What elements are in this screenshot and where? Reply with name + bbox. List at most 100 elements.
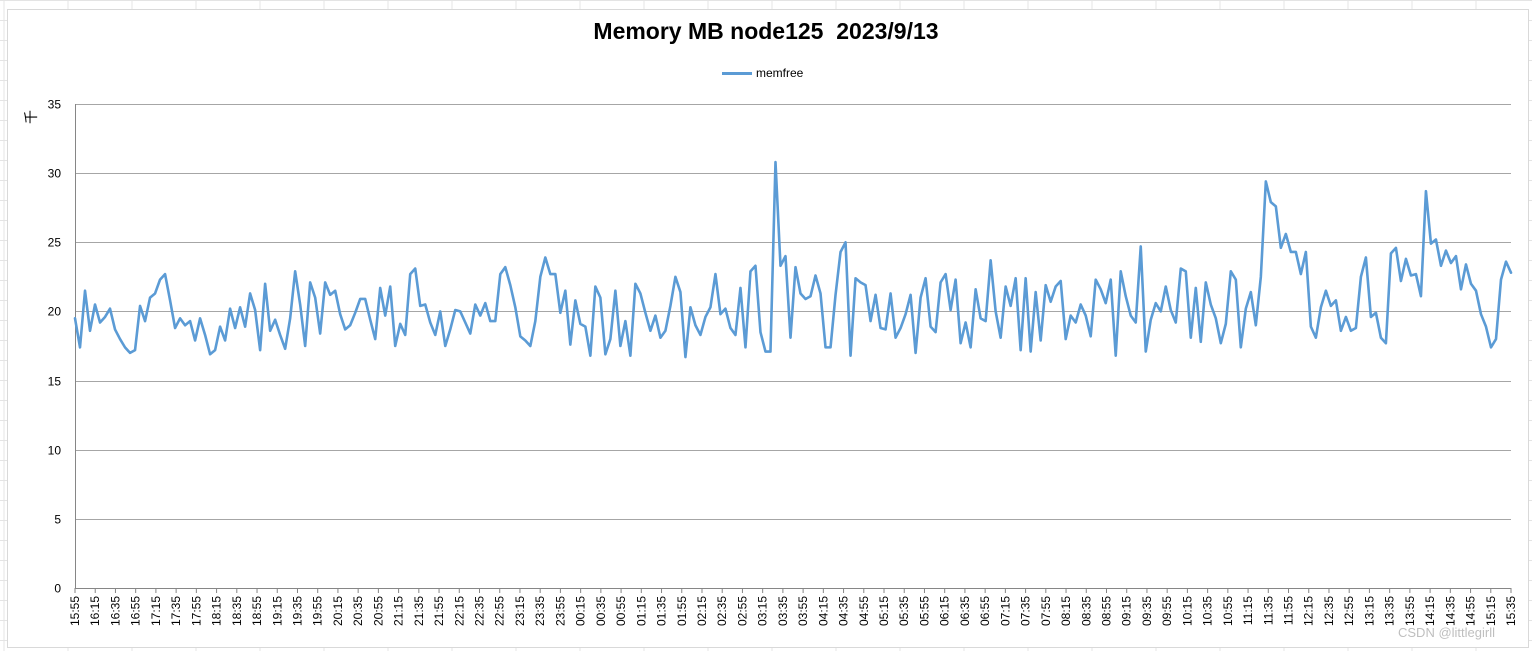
data-point[interactable] (1159, 310, 1162, 313)
data-point[interactable] (119, 338, 122, 341)
data-point[interactable] (1355, 327, 1358, 330)
data-point[interactable] (1480, 313, 1483, 316)
data-point[interactable] (689, 306, 692, 309)
data-point[interactable] (784, 255, 787, 258)
data-point[interactable] (699, 334, 702, 337)
data-point[interactable] (1275, 205, 1278, 208)
data-point[interactable] (1129, 314, 1132, 317)
data-point[interactable] (804, 298, 807, 301)
data-point[interactable] (899, 327, 902, 330)
legend[interactable]: memfree (722, 66, 803, 80)
data-point[interactable] (1009, 305, 1012, 308)
data-point[interactable] (79, 346, 82, 349)
data-point[interactable] (739, 287, 742, 290)
data-point[interactable] (514, 306, 517, 309)
data-point[interactable] (229, 307, 232, 310)
data-point[interactable] (999, 336, 1002, 339)
data-point[interactable] (1139, 245, 1142, 248)
data-point[interactable] (714, 273, 717, 276)
data-point[interactable] (1260, 276, 1263, 279)
data-point[interactable] (844, 241, 847, 244)
data-point[interactable] (829, 346, 832, 349)
data-point[interactable] (364, 298, 367, 301)
data-point[interactable] (639, 292, 642, 295)
data-point[interactable] (969, 346, 972, 349)
data-point[interactable] (989, 259, 992, 262)
data-point[interactable] (849, 354, 852, 357)
data-point[interactable] (344, 328, 347, 331)
data-point[interactable] (1255, 324, 1258, 327)
data-point[interactable] (1490, 346, 1493, 349)
data-point[interactable] (1164, 285, 1167, 288)
data-point[interactable] (669, 305, 672, 308)
data-point[interactable] (1285, 233, 1288, 236)
data-point[interactable] (394, 345, 397, 348)
data-point[interactable] (1420, 295, 1423, 298)
data-point[interactable] (189, 320, 192, 323)
data-point[interactable] (729, 327, 732, 330)
data-point[interactable] (1460, 288, 1463, 291)
data-point[interactable] (604, 353, 607, 356)
data-point[interactable] (924, 277, 927, 280)
data-point[interactable] (629, 354, 632, 357)
data-point[interactable] (1380, 336, 1383, 339)
data-point[interactable] (1230, 270, 1233, 273)
data-point[interactable] (1465, 263, 1468, 266)
data-point[interactable] (964, 321, 967, 324)
data-point[interactable] (409, 273, 412, 276)
data-point[interactable] (1074, 321, 1077, 324)
data-point[interactable] (1094, 278, 1097, 281)
data-point[interactable] (1315, 336, 1318, 339)
data-point[interactable] (324, 281, 327, 284)
data-point[interactable] (809, 295, 812, 298)
data-point[interactable] (1410, 274, 1413, 277)
data-point[interactable] (174, 327, 177, 330)
data-point[interactable] (529, 345, 532, 348)
data-point[interactable] (859, 281, 862, 284)
data-point[interactable] (1059, 280, 1062, 283)
data-point[interactable] (1330, 305, 1333, 308)
data-point[interactable] (539, 276, 542, 279)
data-point[interactable] (389, 285, 392, 288)
data-point[interactable] (1019, 349, 1022, 352)
data-point[interactable] (1204, 281, 1207, 284)
data-point[interactable] (114, 328, 117, 331)
data-point[interactable] (1385, 342, 1388, 345)
data-point[interactable] (939, 281, 942, 284)
data-point[interactable] (889, 292, 892, 295)
data-point[interactable] (354, 312, 357, 315)
data-point[interactable] (819, 292, 822, 295)
data-point[interactable] (94, 303, 97, 306)
data-point[interactable] (424, 303, 427, 306)
data-point[interactable] (1440, 264, 1443, 267)
data-point[interactable] (1235, 278, 1238, 281)
data-point[interactable] (1505, 260, 1508, 263)
data-point[interactable] (589, 354, 592, 357)
data-point[interactable] (774, 161, 777, 164)
data-point[interactable] (349, 324, 352, 327)
data-point[interactable] (734, 334, 737, 337)
data-point[interactable] (169, 299, 172, 302)
data-point[interactable] (649, 329, 652, 332)
data-point[interactable] (219, 325, 222, 328)
data-point[interactable] (1214, 317, 1217, 320)
data-point[interactable] (444, 345, 447, 348)
data-point[interactable] (294, 270, 297, 273)
data-point[interactable] (1340, 329, 1343, 332)
data-point[interactable] (769, 350, 772, 353)
data-point[interactable] (1280, 247, 1283, 250)
data-point[interactable] (154, 292, 157, 295)
data-point[interactable] (564, 289, 567, 292)
data-point[interactable] (334, 289, 337, 292)
data-point[interactable] (279, 334, 282, 337)
data-point[interactable] (1320, 306, 1323, 309)
data-point[interactable] (1114, 354, 1117, 357)
data-point[interactable] (1415, 273, 1418, 276)
data-point[interactable] (204, 334, 207, 337)
data-point[interactable] (314, 296, 317, 299)
data-point[interactable] (554, 273, 557, 276)
data-point[interactable] (414, 267, 417, 270)
data-point[interactable] (1034, 291, 1037, 294)
data-point[interactable] (884, 328, 887, 331)
data-point[interactable] (284, 347, 287, 350)
